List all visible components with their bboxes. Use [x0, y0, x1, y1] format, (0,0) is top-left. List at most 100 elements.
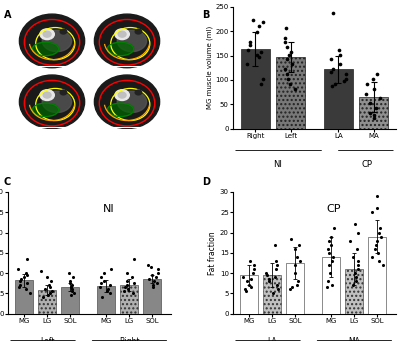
Point — [17, 283, 23, 288]
Point — [17, 279, 24, 284]
Point — [352, 270, 358, 276]
Point — [296, 242, 302, 248]
Point — [38, 268, 44, 274]
Text: A: A — [4, 10, 12, 20]
Point — [24, 256, 31, 262]
Point — [366, 101, 373, 106]
Bar — [120, 285, 138, 314]
Point — [69, 287, 76, 292]
Circle shape — [60, 29, 67, 34]
Ellipse shape — [94, 14, 160, 68]
Ellipse shape — [94, 75, 160, 129]
Point — [243, 289, 249, 294]
Point — [294, 283, 300, 288]
Circle shape — [115, 90, 129, 101]
Bar — [38, 290, 56, 314]
Text: CP: CP — [327, 204, 341, 214]
Ellipse shape — [32, 103, 58, 117]
Point — [289, 62, 296, 67]
Circle shape — [118, 31, 126, 37]
Point — [18, 277, 24, 282]
Point — [148, 272, 155, 278]
Point — [281, 66, 288, 72]
Ellipse shape — [108, 103, 134, 117]
Point — [129, 275, 136, 280]
Point — [145, 262, 151, 268]
Point — [289, 285, 296, 290]
Point — [372, 246, 378, 252]
Point — [263, 270, 270, 276]
Point — [282, 35, 288, 40]
Point — [378, 234, 384, 239]
Point — [258, 81, 264, 87]
Circle shape — [135, 90, 142, 95]
Point — [376, 258, 382, 264]
Point — [47, 285, 53, 290]
Point — [326, 250, 332, 255]
Point — [352, 222, 358, 227]
Point — [337, 52, 343, 57]
Point — [98, 275, 104, 280]
Bar — [324, 69, 353, 129]
Point — [286, 81, 293, 87]
Ellipse shape — [117, 91, 146, 113]
Circle shape — [43, 92, 51, 98]
Point — [337, 62, 344, 67]
Text: C: C — [4, 177, 11, 187]
Point — [247, 258, 253, 264]
Point — [108, 266, 114, 272]
Point — [66, 270, 72, 276]
Point — [328, 57, 334, 62]
Point — [24, 272, 30, 278]
Point — [347, 238, 353, 243]
Point — [326, 262, 332, 268]
Point — [254, 52, 260, 58]
Point — [377, 226, 383, 231]
Point — [264, 272, 270, 278]
Point — [150, 279, 157, 284]
Text: MA: MA — [348, 337, 360, 341]
Point — [66, 281, 73, 286]
Point — [343, 76, 350, 81]
Point — [260, 20, 266, 25]
Point — [250, 270, 256, 276]
Point — [266, 279, 272, 284]
Point — [154, 281, 160, 286]
Point — [47, 291, 53, 296]
Bar — [359, 97, 388, 129]
Point — [130, 291, 136, 296]
Point — [250, 18, 256, 23]
Bar — [368, 237, 386, 314]
Point — [325, 279, 331, 284]
Point — [332, 81, 338, 87]
Circle shape — [40, 90, 54, 101]
Point — [292, 262, 298, 268]
Point — [284, 45, 290, 50]
Ellipse shape — [117, 30, 146, 51]
Y-axis label: MG muscle volume (ml): MG muscle volume (ml) — [206, 26, 212, 109]
Bar — [240, 275, 258, 314]
Point — [284, 71, 290, 77]
Point — [292, 86, 298, 91]
Text: NI: NI — [273, 160, 282, 169]
Point — [155, 270, 162, 276]
Point — [69, 275, 76, 280]
Point — [107, 283, 113, 288]
Point — [125, 287, 131, 292]
Point — [292, 246, 298, 252]
Point — [248, 277, 255, 282]
Bar — [14, 71, 164, 128]
Point — [328, 234, 334, 239]
Point — [326, 238, 332, 243]
Point — [67, 285, 74, 290]
Point — [71, 291, 77, 296]
Point — [66, 279, 73, 284]
Point — [326, 270, 333, 276]
Point — [246, 39, 253, 45]
Point — [256, 24, 262, 29]
Point — [258, 49, 265, 55]
Point — [155, 266, 161, 272]
Point — [380, 262, 386, 268]
Point — [248, 285, 254, 290]
Bar — [144, 279, 161, 314]
